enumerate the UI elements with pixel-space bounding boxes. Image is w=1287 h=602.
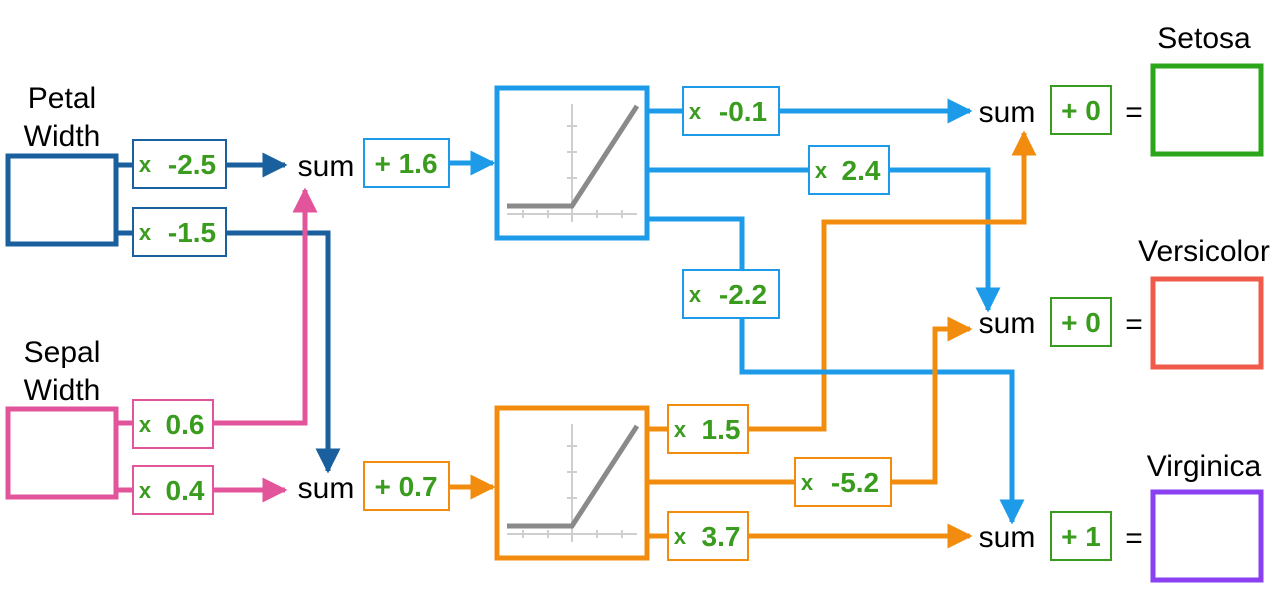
setosa-box — [1150, 63, 1264, 157]
sepal-label-line1: Sepal — [24, 336, 101, 369]
relu-bottom — [494, 405, 650, 561]
versicolor-label: Versicolor — [1138, 235, 1270, 268]
weight-prefix: x — [139, 152, 152, 177]
weight-value: 2.4 — [842, 155, 881, 186]
weight-sepal-to-bottom: x 0.4 — [132, 465, 214, 515]
setosa-label: Setosa — [1157, 22, 1251, 55]
weight-top-to-virginica: x -2.2 — [682, 269, 780, 319]
weight-petal-to-bottom: x -1.5 — [132, 207, 227, 257]
relu-axes — [507, 104, 637, 222]
bias-box — [363, 461, 450, 511]
bias-value: + 1.6 — [374, 148, 437, 179]
weight-top-to-setosa: x -0.1 — [682, 86, 780, 136]
output-setosa: Setosa — [1150, 22, 1264, 157]
hidden-bottom-sum: sum + 0.7 — [298, 461, 450, 511]
weight-value: -0.1 — [719, 96, 767, 127]
edge-bottom-relu-to-versicolor — [648, 316, 973, 485]
input-sepal-width: Sepal Width — [5, 336, 119, 500]
edge-bottom-relu-to-setosa — [648, 130, 1037, 432]
output-versicolor: Versicolor — [1138, 235, 1270, 370]
bias-box — [1050, 297, 1112, 347]
relu-curve — [507, 104, 640, 209]
weight-prefix: x — [815, 158, 828, 183]
weight-sepal-to-top: x 0.6 — [132, 399, 214, 449]
weight-prefix: x — [689, 282, 702, 307]
sepal-label-line2: Width — [24, 374, 101, 407]
sum-label: sum — [298, 150, 355, 183]
petal-label-line1: Petal — [28, 82, 96, 115]
relu-top — [494, 85, 650, 241]
weight-value: 1.5 — [702, 414, 741, 445]
weight-value: -5.2 — [831, 467, 879, 498]
sepal-width-box — [5, 406, 119, 500]
edge-top-relu-to-versicolor — [648, 167, 1001, 313]
output-sum-setosa: sum + 0 = — [979, 85, 1143, 135]
weight-value: -2.5 — [168, 149, 216, 180]
weight-prefix: x — [689, 99, 702, 124]
equals-sign: = — [1125, 522, 1143, 555]
bias-value: + 0 — [1061, 95, 1101, 126]
sum-label: sum — [979, 96, 1036, 129]
virginica-box — [1150, 489, 1264, 583]
bias-box — [363, 138, 450, 188]
petal-width-box — [5, 153, 119, 247]
versicolor-box — [1150, 276, 1264, 370]
hidden-top-sum: sum + 1.6 — [298, 138, 450, 188]
equals-sign: = — [1125, 96, 1143, 129]
petal-label-line2: Width — [24, 120, 101, 153]
bias-box — [1050, 511, 1112, 561]
output-virginica: Virginica — [1147, 450, 1264, 583]
sum-label: sum — [979, 307, 1036, 340]
weight-prefix: x — [139, 478, 152, 503]
weight-value: 0.6 — [166, 409, 205, 440]
weight-bottom-to-versicolor: x -5.2 — [794, 457, 892, 507]
weight-petal-to-top: x -2.5 — [132, 139, 227, 189]
input-petal-width: Petal Width — [5, 82, 119, 247]
bias-box — [1050, 85, 1112, 135]
equals-sign: = — [1125, 308, 1143, 341]
weight-value: -1.5 — [168, 217, 216, 248]
virginica-label: Virginica — [1147, 450, 1262, 483]
output-sum-virginica: sum + 1 = — [979, 511, 1143, 561]
edge-top-relu-to-virginica — [648, 216, 1025, 525]
relu-curve — [507, 424, 640, 529]
weight-top-to-versicolor: x 2.4 — [808, 145, 890, 195]
weight-prefix: x — [139, 220, 152, 245]
sum-label: sum — [979, 521, 1036, 554]
weight-prefix: x — [801, 470, 814, 495]
bias-value: + 1 — [1061, 521, 1101, 552]
weight-value: -2.2 — [719, 279, 767, 310]
weight-prefix: x — [139, 412, 152, 437]
weight-prefix: x — [674, 524, 687, 549]
bias-value: + 0.7 — [374, 471, 437, 502]
weight-value: 0.4 — [166, 475, 205, 506]
weight-value: 3.7 — [702, 521, 741, 552]
weight-bottom-to-virginica: x 3.7 — [667, 511, 749, 561]
weight-prefix: x — [674, 417, 687, 442]
sum-label: sum — [298, 472, 355, 505]
bias-value: + 0 — [1061, 307, 1101, 338]
weight-bottom-to-setosa: x 1.5 — [667, 404, 749, 454]
output-sum-versicolor: sum + 0 = — [979, 297, 1143, 347]
